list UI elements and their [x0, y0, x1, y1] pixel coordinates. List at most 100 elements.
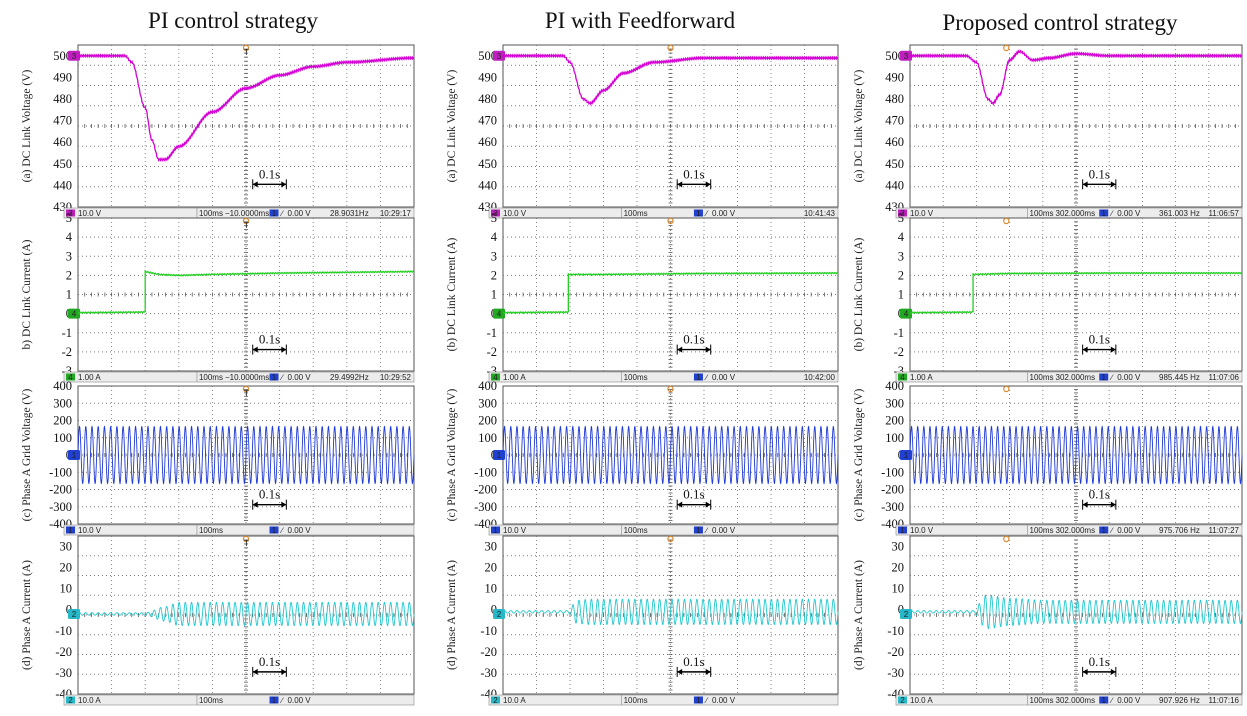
time-scale-label: 0.1s: [259, 487, 280, 502]
status-channel-badge: [898, 209, 907, 217]
status-trigger-badge: [1099, 696, 1109, 704]
y-tick-labels: 3020100-10-20-30-40: [480, 540, 497, 701]
waveform-trace: [502, 598, 839, 626]
status-bar: 2 10.0 A 100ms 1 ∕ 0.00 V: [63, 694, 415, 706]
y-tick-label: 2: [66, 268, 72, 282]
trigger-slope-icon: ∕: [1109, 373, 1114, 382]
status-trigger-badge: [1099, 209, 1109, 217]
status-trigger-badge: [269, 526, 279, 534]
status-channel-number: 3: [493, 209, 498, 218]
status-frequency: 29.4992Hz: [330, 373, 369, 382]
y-axis-label: (c) Phase A Grid Voltage (V): [21, 388, 33, 521]
arrow-left: [252, 181, 258, 188]
panel-c1-r3: T4003002001000-100-200-300-400(c) Phase …: [21, 379, 415, 536]
trigger-marker: [667, 385, 674, 393]
status-trigger-level: 0.00 V: [288, 696, 312, 705]
y-tick-label: 10: [892, 582, 905, 596]
y-tick-label: 30: [485, 540, 498, 554]
time-scale-annotation: 0.1s: [252, 654, 287, 677]
status-bar: 4 1.00 A 100ms 1 ∕ 0.00 V 10:42:00: [488, 371, 839, 383]
y-tick-label: -1: [62, 326, 72, 340]
y-tick-labels: 543210-1-2-3: [894, 211, 905, 378]
waveform-trace: [77, 425, 415, 485]
y-axis-label: (c) Phase A Grid Voltage (V): [853, 388, 865, 521]
status-timebase: 100ms: [624, 373, 648, 382]
y-tick-label: 30: [60, 540, 73, 554]
status-clock: 10:29:52: [380, 373, 412, 382]
status-scale: 10.0 A: [503, 696, 526, 705]
arrow-right: [705, 181, 711, 188]
panel-c3-r4: 3020100-10-20-30-40(d) Phase A Current (…: [853, 535, 1243, 706]
arrow-left: [252, 501, 258, 508]
y-tick-label: -200: [474, 483, 497, 497]
status-scale: 10.0 A: [78, 696, 101, 705]
status-trigger-level: 0.00 V: [288, 373, 312, 382]
y-tick-label: -300: [49, 500, 72, 514]
status-bar: 1 10.0 V 100ms 1 ∕ 0.00 V: [63, 524, 415, 536]
y-axis-label: (c) Phase A Grid Voltage (V): [446, 388, 458, 521]
status-scale: 1.00 A: [78, 373, 101, 382]
waveform-trace: [909, 48, 1243, 106]
channel-marker-label: 4: [497, 310, 502, 319]
y-tick-label: 460: [885, 135, 904, 149]
arrow-left: [1082, 668, 1088, 675]
status-trigger-channel: 1: [272, 209, 277, 218]
y-tick-label: -10: [887, 624, 904, 638]
y-tick-labels: 543210-1-2-3: [62, 211, 73, 378]
panel-c3-r2: 543210-1-2-3(b) DC Link Current (A)40.1s…: [853, 211, 1243, 383]
arrow-left: [252, 346, 258, 353]
channel-marker: [900, 450, 912, 460]
y-tick-label: -10: [55, 624, 72, 638]
status-trigger-level: 0.00 V: [712, 373, 736, 382]
trigger-marker: [667, 44, 674, 52]
y-tick-label: -20: [887, 645, 904, 659]
time-scale-label: 0.1s: [1089, 487, 1110, 502]
arrow-left: [1082, 346, 1088, 353]
y-tick-label: 450: [53, 157, 72, 171]
y-tick-label: 4: [491, 230, 498, 244]
status-timebase: 100ms: [199, 373, 223, 382]
y-axis-label: (b) DC Link Current (A): [446, 237, 458, 351]
trigger-slope-icon: ∕: [1109, 526, 1114, 535]
status-clock: 11:07:06: [1208, 373, 1239, 382]
y-tick-label: 500: [885, 49, 904, 63]
trigger-t: T: [244, 48, 249, 57]
status-bar: 4 1.00 A 100ms −10.0000ms 1 ∕ 0.00 V 29.4992Hz 1…: [63, 371, 415, 383]
y-tick-label: 2: [491, 268, 497, 282]
status-frequency: 975.706 Hz: [1159, 526, 1200, 535]
waveform-trace: [502, 53, 839, 106]
status-bar-bg: [488, 694, 839, 706]
center-graticule: [77, 217, 415, 372]
channel-marker-label: 1: [497, 451, 502, 460]
time-scale-annotation: 0.1s: [252, 166, 287, 190]
waveform-trace: [909, 425, 1243, 485]
status-timebase: 100ms: [1030, 526, 1054, 535]
y-tick-label: 450: [478, 157, 497, 171]
channel-marker: [900, 608, 912, 619]
status-channel-number: 2: [493, 696, 498, 705]
status-timebase: 100ms: [624, 696, 648, 705]
trigger-slope-icon: ∕: [704, 696, 709, 705]
panel-c3-r3: 4003002001000-100-200-300-400(c) Phase A…: [853, 379, 1243, 536]
channel-marker: [493, 308, 505, 319]
status-channel-number: 2: [68, 696, 73, 705]
y-tick-label: -2: [487, 345, 497, 359]
y-tick-label: 300: [885, 396, 904, 410]
status-scale: 10.0 V: [503, 209, 527, 218]
arrow-right: [1110, 346, 1116, 353]
y-tick-label: 100: [478, 431, 497, 445]
status-trigger-badge: [269, 373, 279, 381]
status-clock: 10:41:43: [804, 209, 836, 218]
y-tick-label: 30: [892, 540, 905, 554]
status-channel-badge: [491, 373, 500, 381]
y-tick-label: 490: [53, 70, 72, 84]
arrow-right: [281, 668, 287, 675]
status-trigger-channel: 1: [1102, 209, 1107, 218]
y-tick-label: 440: [53, 178, 72, 192]
y-tick-label: 10: [60, 582, 73, 596]
status-channel-number: 3: [68, 209, 73, 218]
status-trigger-badge: [693, 696, 703, 704]
